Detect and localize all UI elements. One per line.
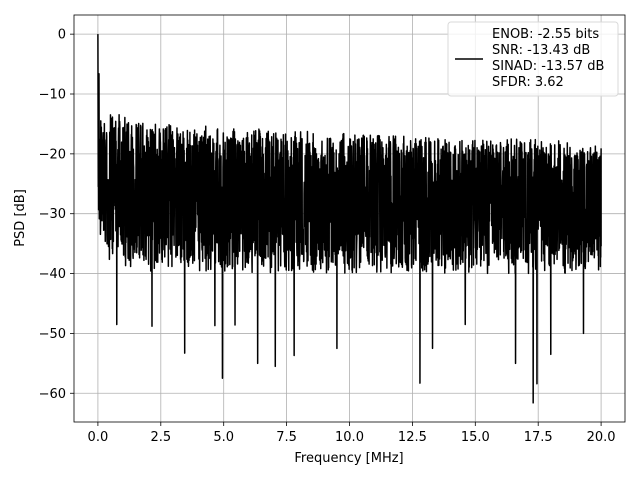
x-tick-label: 15.0 [461,430,490,445]
legend-box [447,21,619,97]
x-tick-label: 0.0 [88,430,109,445]
x-tick-label: 12.5 [398,430,427,445]
x-tick-label: 20.0 [587,430,616,445]
x-axis-label: Frequency [MHz] [294,451,403,466]
y-tick-label: −30 [39,207,66,222]
y-tick-label: −40 [39,267,66,282]
y-axis-label: PSD [dB] [13,189,28,247]
y-tick-label: 0 [58,28,66,43]
legend-entry: SINAD: -13.57 dB [492,59,604,74]
y-tick-label: −10 [39,88,66,103]
x-tick-label: 10.0 [335,430,364,445]
psd-series [97,34,602,404]
legend-entry: ENOB: -2.55 bits [492,27,599,42]
x-tick-label: 17.5 [524,430,553,445]
y-tick-label: −60 [39,387,66,402]
x-tick-label: 2.5 [150,430,171,445]
plot-frame [73,14,626,423]
y-tick-label: −20 [39,147,66,162]
y-tick-label: −50 [39,327,66,342]
x-tick-label: 7.5 [276,430,297,445]
psd-line [97,34,602,404]
legend-entry: SNR: -13.43 dB [492,43,590,58]
ticks: 0.0 2.5 5.0 7.5 10.0 12.5 15.0 17.5 20.0 0 −10 −20 −… [39,28,616,445]
x-tick-label: 5.0 [213,430,234,445]
legend-entry: SFDR: 3.62 [492,75,564,90]
